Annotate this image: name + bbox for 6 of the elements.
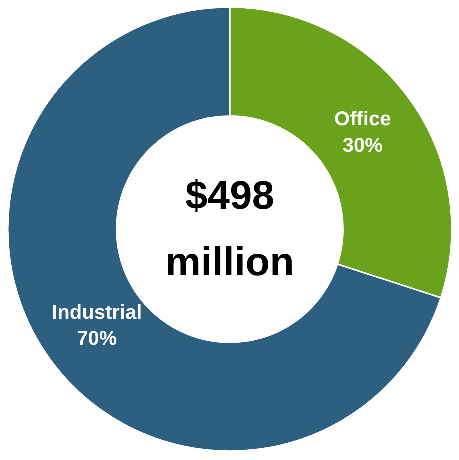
data-label: 70%: [77, 328, 118, 350]
text: $498: [186, 174, 274, 218]
slice-label: Office: [334, 108, 392, 131]
slice-label: Industrial: [52, 302, 142, 324]
text: million: [166, 240, 294, 285]
data-label: 30%: [342, 134, 384, 157]
